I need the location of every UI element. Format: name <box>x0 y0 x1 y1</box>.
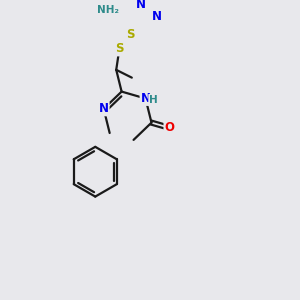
Text: S: S <box>115 42 124 56</box>
Text: H: H <box>149 95 158 105</box>
Text: S: S <box>126 28 134 41</box>
Text: NH₂: NH₂ <box>97 5 119 15</box>
Text: N: N <box>140 92 151 105</box>
Text: N: N <box>136 0 146 11</box>
Text: O: O <box>164 121 174 134</box>
Text: N: N <box>152 10 162 23</box>
Text: N: N <box>99 102 109 115</box>
